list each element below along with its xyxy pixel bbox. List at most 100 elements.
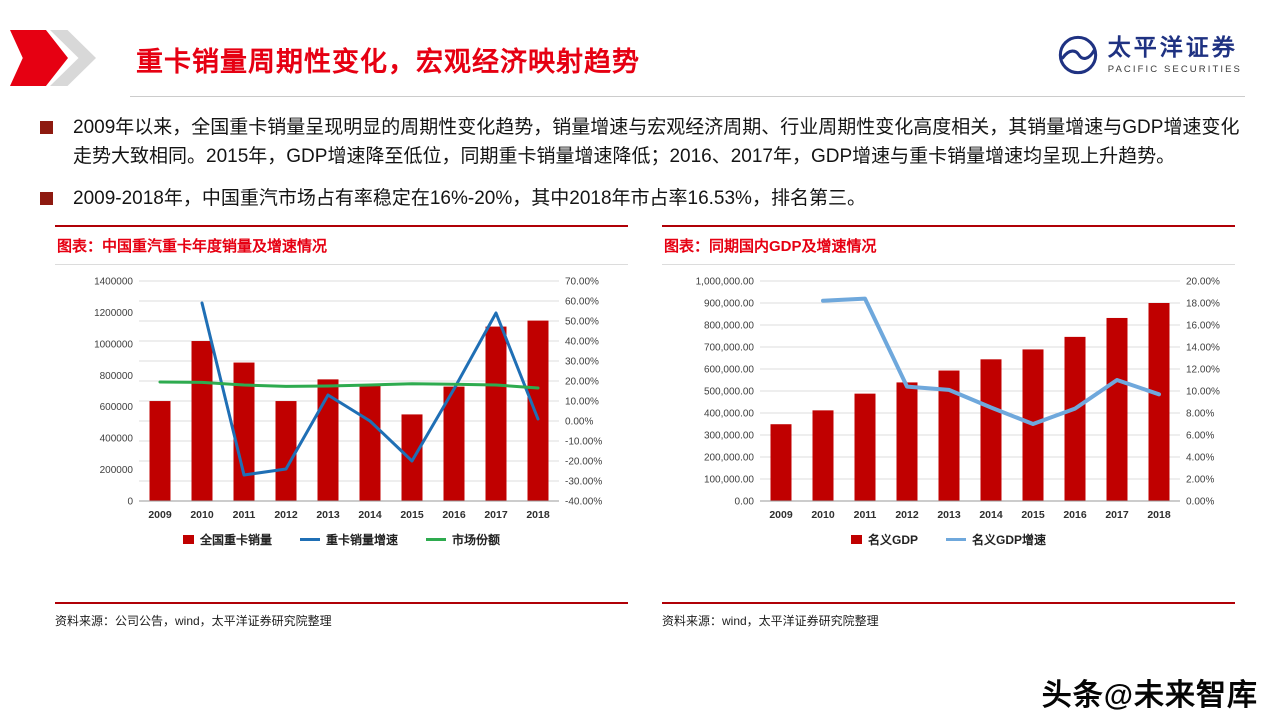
legend-item: 名义GDP — [850, 531, 918, 548]
svg-text:18.00%: 18.00% — [1186, 299, 1220, 310]
svg-text:900,000.00: 900,000.00 — [703, 299, 753, 310]
bullet-marker — [40, 121, 53, 134]
chart-area: 0.00 100,000.00 200,000.00 300,000.00 400,00… — [662, 265, 1235, 531]
svg-text:2009: 2009 — [148, 509, 172, 521]
legend-label: 市场份额 — [452, 533, 501, 548]
svg-text:2016: 2016 — [1063, 509, 1087, 521]
legend-item: 全国重卡销量 — [182, 531, 272, 548]
page-title: 重卡销量周期性变化，宏观经济映射趋势 — [136, 47, 640, 77]
svg-text:50.00%: 50.00% — [565, 317, 599, 328]
svg-text:2013: 2013 — [937, 509, 961, 521]
svg-text:14.00%: 14.00% — [1186, 343, 1220, 354]
chart-panels: 图表：中国重汽重卡年度销量及增速情况 0 200000 400000 600000 80… — [55, 225, 1235, 629]
bullet-list: 2009年以来，全国重卡销量呈现明显的周期性变化趋势，销量增速与宏观经济周期、行… — [40, 113, 1240, 213]
svg-text:-40.00%: -40.00% — [565, 497, 602, 508]
legend-item: 重卡销量增速 — [299, 531, 398, 548]
legend-bar-swatch — [182, 535, 194, 545]
legend-label: 名义GDP — [867, 533, 918, 548]
brand-name-en: PACIFIC SECURITIES — [1107, 63, 1242, 75]
svg-text:10.00%: 10.00% — [1186, 387, 1220, 398]
bullet-item: 2009-2018年，中国重汽市场占有率稳定在16%-20%，其中2018年市占… — [40, 184, 1240, 213]
svg-text:1000000: 1000000 — [94, 340, 133, 351]
svg-text:2018: 2018 — [1147, 509, 1171, 521]
chart-panel-truck-sales: 图表：中国重汽重卡年度销量及增速情况 0 200000 400000 600000 80… — [55, 225, 628, 629]
legend-item: 市场份额 — [426, 531, 500, 548]
legend-bar-swatch — [850, 535, 862, 545]
svg-text:2010: 2010 — [190, 509, 214, 521]
svg-text:40.00%: 40.00% — [565, 337, 599, 348]
truck-sales-chart: 0 200000 400000 600000 800000 1000000 1200000 1… — [94, 277, 602, 522]
svg-text:2014: 2014 — [358, 509, 382, 521]
source-note: 资料来源：公司公告，wind，太平洋证券研究院整理 — [55, 602, 628, 629]
legend-item: 名义GDP增速 — [946, 531, 1046, 548]
legend-line-swatch — [426, 538, 446, 542]
svg-text:2012: 2012 — [895, 509, 919, 521]
svg-text:8.00%: 8.00% — [1186, 409, 1214, 420]
chart-legend: 名义GDP 名义GDP增速 — [662, 531, 1235, 554]
svg-text:600000: 600000 — [99, 403, 133, 414]
svg-text:0.00%: 0.00% — [565, 417, 593, 428]
source-note: 资料来源：wind，太平洋证券研究院整理 — [662, 602, 1235, 629]
svg-text:-30.00%: -30.00% — [565, 477, 602, 488]
svg-text:200000: 200000 — [99, 465, 133, 476]
svg-text:16.00%: 16.00% — [1186, 321, 1220, 332]
svg-text:1400000: 1400000 — [94, 277, 133, 288]
svg-text:2015: 2015 — [1021, 509, 1045, 521]
header-divider — [130, 96, 1245, 97]
chart-legend: 全国重卡销量 重卡销量增速 市场份额 — [55, 531, 628, 554]
brand-logo: 太平洋证券 PACIFIC SECURITIES — [1057, 34, 1242, 76]
svg-text:2018: 2018 — [526, 509, 550, 521]
svg-text:2017: 2017 — [1105, 509, 1129, 521]
svg-text:2011: 2011 — [853, 509, 876, 521]
svg-text:2015: 2015 — [400, 509, 424, 521]
svg-text:-10.00%: -10.00% — [565, 437, 602, 448]
gdp-chart: 0.00 100,000.00 200,000.00 300,000.00 400,00… — [695, 277, 1220, 522]
brand-name-cn: 太平洋证券 — [1107, 34, 1238, 61]
svg-text:2017: 2017 — [484, 509, 508, 521]
svg-text:30.00%: 30.00% — [565, 357, 599, 368]
bullet-marker — [40, 191, 53, 205]
legend-line-swatch — [299, 538, 320, 542]
svg-text:1,000,000.00: 1,000,000.00 — [695, 277, 754, 288]
svg-text:2014: 2014 — [979, 509, 1003, 521]
svg-text:400,000.00: 400,000.00 — [703, 409, 753, 420]
chart-title: 图表：中国重汽重卡年度销量及增速情况 — [55, 225, 628, 266]
svg-text:600,000.00: 600,000.00 — [703, 365, 753, 376]
legend-label: 全国重卡销量 — [199, 533, 272, 548]
svg-text:12.00%: 12.00% — [1186, 365, 1220, 376]
svg-text:0: 0 — [127, 497, 133, 508]
svg-text:-20.00%: -20.00% — [565, 457, 602, 468]
svg-text:100,000.00: 100,000.00 — [703, 475, 753, 486]
watermark: 头条@未来智库 — [1041, 679, 1258, 712]
svg-text:4.00%: 4.00% — [1186, 453, 1214, 464]
svg-text:800,000.00: 800,000.00 — [703, 321, 753, 332]
svg-text:6.00%: 6.00% — [1186, 431, 1214, 442]
svg-text:700,000.00: 700,000.00 — [703, 343, 753, 354]
svg-text:500,000.00: 500,000.00 — [703, 387, 753, 398]
svg-text:0.00%: 0.00% — [1186, 497, 1214, 508]
svg-text:300,000.00: 300,000.00 — [703, 431, 753, 442]
svg-text:800000: 800000 — [99, 371, 133, 382]
svg-text:1200000: 1200000 — [94, 308, 133, 319]
legend-label: 名义GDP增速 — [972, 533, 1047, 548]
brand-text: 太平洋证券 PACIFIC SECURITIES — [1107, 34, 1242, 75]
svg-text:20.00%: 20.00% — [565, 377, 599, 388]
slide-header: 重卡销量周期性变化，宏观经济映射趋势 太平洋证券 PACIFIC SECURIT… — [0, 0, 1280, 97]
bullet-text: 2009-2018年，中国重汽市场占有率稳定在16%-20%，其中2018年市占… — [73, 187, 866, 209]
svg-text:0.00: 0.00 — [734, 497, 754, 508]
svg-text:60.00%: 60.00% — [565, 297, 599, 308]
svg-text:2012: 2012 — [274, 509, 298, 521]
svg-text:400000: 400000 — [99, 434, 133, 445]
legend-label: 重卡销量增速 — [325, 533, 398, 548]
svg-text:20.00%: 20.00% — [1186, 277, 1220, 288]
svg-text:2013: 2013 — [316, 509, 340, 521]
svg-text:70.00%: 70.00% — [565, 277, 599, 288]
bullet-item: 2009年以来，全国重卡销量呈现明显的周期性变化趋势，销量增速与宏观经济周期、行… — [40, 113, 1240, 172]
svg-text:10.00%: 10.00% — [565, 397, 599, 408]
chart-title: 图表：同期国内GDP及增速情况 — [662, 225, 1235, 266]
svg-text:2016: 2016 — [442, 509, 466, 521]
chart-panel-gdp: 图表：同期国内GDP及增速情况 0.00 100,000.00 200,000.00… — [662, 225, 1235, 629]
svg-text:200,000.00: 200,000.00 — [703, 453, 753, 464]
bullet-text: 2009年以来，全国重卡销量呈现明显的周期性变化趋势，销量增速与宏观经济周期、行… — [73, 117, 1240, 168]
